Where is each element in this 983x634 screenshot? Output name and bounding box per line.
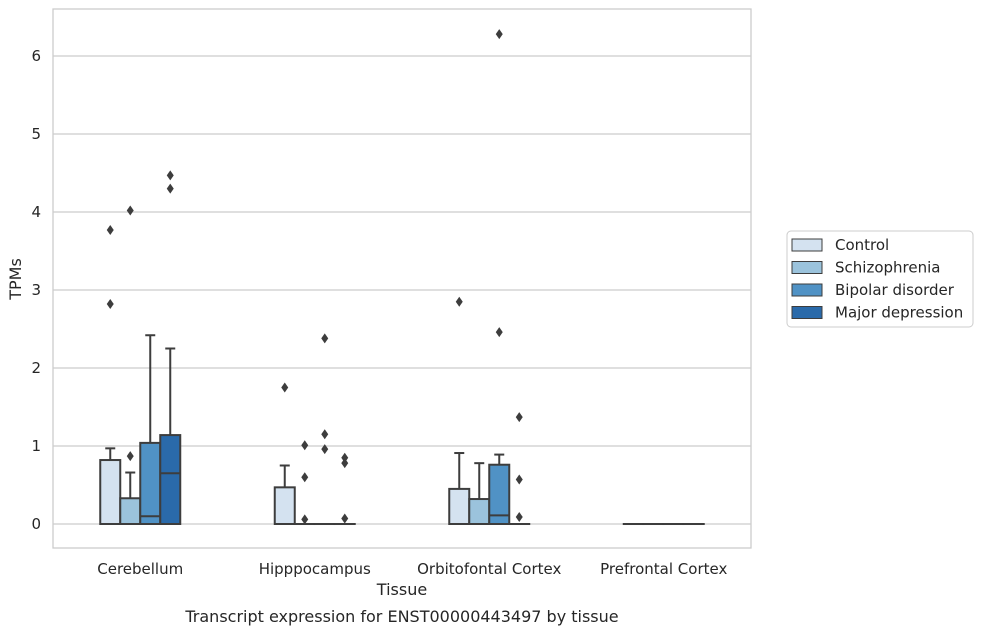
y-tick-label: 4 xyxy=(31,203,41,221)
box-0-0 xyxy=(99,224,122,526)
legend-swatch xyxy=(791,283,823,297)
box-2-0 xyxy=(448,296,471,525)
y-tick-label: 5 xyxy=(31,125,41,143)
x-tick-labels: Cerebellum Hipppocampus Orbitofontal Corte… xyxy=(97,560,727,578)
legend-label: Major depression xyxy=(835,304,963,322)
box-0-3 xyxy=(159,170,182,525)
outlier-point xyxy=(126,451,134,462)
outlier-point xyxy=(126,205,134,216)
outlier-point xyxy=(301,440,309,451)
y-tick-label: 3 xyxy=(31,281,41,299)
x-tick-label: Hipppocampus xyxy=(259,560,371,578)
outlier-point xyxy=(321,429,329,440)
outlier-point xyxy=(515,511,523,522)
box xyxy=(273,486,296,525)
outlier-point xyxy=(301,472,309,483)
legend-swatch xyxy=(791,306,823,319)
x-tick-label: Orbitofontal Cortex xyxy=(417,560,561,578)
legend-label: Control xyxy=(835,236,889,254)
y-tick-label: 0 xyxy=(31,515,41,533)
outlier-point xyxy=(455,296,463,307)
plot-frame xyxy=(52,8,752,549)
y-tick-labels: 0 1 2 3 4 5 6 xyxy=(31,47,41,533)
x-axis-label: Tissue xyxy=(376,580,427,599)
y-tick-label: 1 xyxy=(31,437,41,455)
outlier-point xyxy=(515,474,523,485)
outlier-point xyxy=(106,224,114,235)
legend-label: Bipolar disorder xyxy=(835,281,955,299)
legend-label: Schizophrenia xyxy=(835,259,940,277)
outlier-point xyxy=(106,299,114,310)
outlier-point xyxy=(341,452,349,463)
box-1-0 xyxy=(273,382,296,525)
box-2-3 xyxy=(508,412,531,526)
box xyxy=(159,434,182,525)
y-tick-label: 6 xyxy=(31,47,41,65)
outlier-point xyxy=(341,458,349,469)
outlier-point xyxy=(321,333,329,344)
box-2-2 xyxy=(488,29,511,525)
box xyxy=(488,463,511,525)
box xyxy=(99,459,122,526)
outlier-point xyxy=(495,327,503,338)
legend: Control Schizophrenia Bipolar disorder Majo… xyxy=(786,230,974,328)
y-tick-label: 2 xyxy=(31,359,41,377)
box-0-1 xyxy=(119,205,142,526)
legend-frame xyxy=(786,230,974,328)
box xyxy=(139,441,162,526)
legend-swatch xyxy=(791,261,823,274)
outlier-point xyxy=(166,170,174,181)
box xyxy=(448,487,471,525)
legend-swatch xyxy=(791,238,823,252)
outlier-point xyxy=(301,514,309,525)
x-tick-label: Cerebellum xyxy=(97,560,183,578)
box-2-1 xyxy=(468,462,491,526)
box-series xyxy=(99,29,705,526)
legend-items: Control Schizophrenia Bipolar disorder Majo… xyxy=(791,236,963,322)
outlier-point xyxy=(515,412,523,423)
outlier-point xyxy=(281,382,289,393)
box-1-2 xyxy=(313,333,336,526)
outlier-point xyxy=(495,29,503,40)
outlier-point xyxy=(341,513,349,524)
outlier-point xyxy=(166,183,174,194)
box xyxy=(119,497,142,526)
chart-caption: Transcript expression for ENST0000044349… xyxy=(184,607,618,626)
box xyxy=(468,498,491,526)
x-tick-label: Prefrontal Cortex xyxy=(600,560,727,578)
outlier-point xyxy=(321,444,329,455)
y-axis-label: TPMs xyxy=(6,258,25,301)
box-1-3 xyxy=(333,452,356,526)
box-0-2 xyxy=(139,334,162,526)
